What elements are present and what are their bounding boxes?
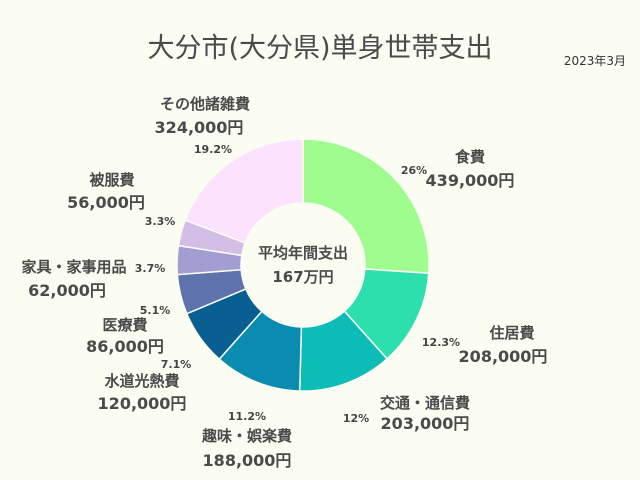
category-label-3: 趣味・娯楽費 bbox=[201, 427, 292, 445]
percent-label-0: 26% bbox=[401, 164, 427, 177]
date-label: 2023年3月 bbox=[563, 54, 626, 68]
category-label-5: 医療費 bbox=[102, 316, 147, 334]
category-label-0: 食費 bbox=[455, 148, 485, 166]
category-label-6: 家具・家事用品 bbox=[21, 258, 126, 276]
category-label-4: 水道光熱費 bbox=[104, 372, 179, 390]
amount-label-0: 439,000円 bbox=[426, 171, 515, 190]
amount-label-1: 208,000円 bbox=[459, 347, 548, 366]
slice-8 bbox=[184, 138, 304, 244]
percent-label-8: 19.2% bbox=[194, 143, 232, 156]
category-label-8: その他諸雑費 bbox=[160, 95, 250, 113]
amount-label-8: 324,000円 bbox=[155, 118, 244, 137]
percent-label-6: 3.7% bbox=[135, 262, 166, 275]
percent-label-5: 5.1% bbox=[140, 304, 171, 317]
center-value: 167万円 bbox=[272, 268, 333, 286]
category-label-1: 住居費 bbox=[489, 324, 534, 342]
percent-label-3: 11.2% bbox=[228, 410, 266, 423]
amount-label-3: 188,000円 bbox=[203, 451, 292, 470]
amount-label-6: 62,000円 bbox=[28, 281, 106, 300]
amount-label-7: 56,000円 bbox=[67, 193, 145, 212]
percent-label-1: 12.3% bbox=[422, 336, 460, 349]
category-label-2: 交通・通信費 bbox=[380, 394, 470, 412]
percent-label-2: 12% bbox=[343, 412, 369, 425]
amount-label-4: 120,000円 bbox=[98, 394, 187, 413]
percent-label-7: 3.3% bbox=[145, 215, 176, 228]
center-label: 平均年間支出 bbox=[258, 244, 348, 262]
amount-label-2: 203,000円 bbox=[381, 414, 470, 433]
percent-label-4: 7.1% bbox=[161, 358, 192, 371]
category-label-7: 被服費 bbox=[89, 171, 134, 189]
chart-title: 大分市(大分県)単身世帯支出 bbox=[147, 33, 493, 64]
slice-0 bbox=[302, 138, 430, 275]
amount-label-5: 86,000円 bbox=[86, 337, 164, 356]
